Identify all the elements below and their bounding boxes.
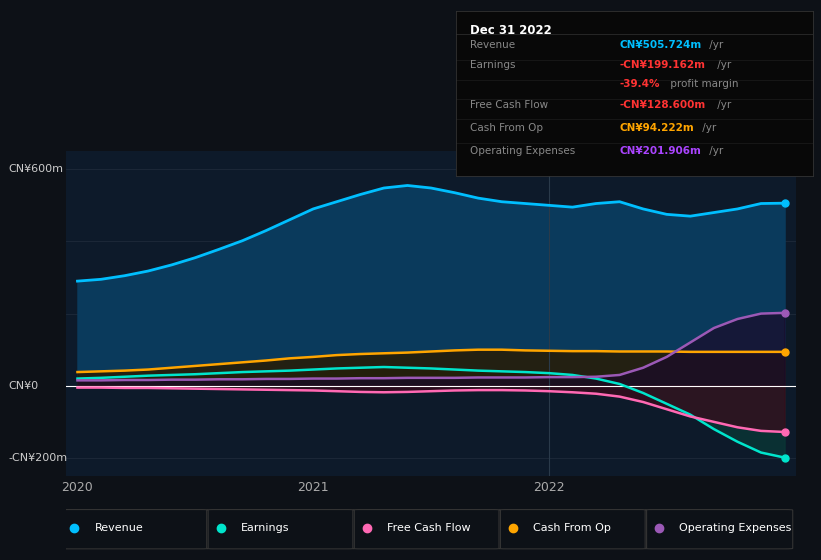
- Text: Cash From Op: Cash From Op: [534, 523, 611, 533]
- Text: Free Cash Flow: Free Cash Flow: [388, 523, 470, 533]
- Text: CN¥0: CN¥0: [8, 381, 39, 391]
- Text: CN¥201.906m: CN¥201.906m: [620, 146, 702, 156]
- Text: -CN¥128.600m: -CN¥128.600m: [620, 100, 706, 110]
- Text: /yr: /yr: [714, 60, 732, 71]
- Text: CN¥505.724m: CN¥505.724m: [620, 40, 702, 50]
- Text: Revenue: Revenue: [95, 523, 144, 533]
- Text: CN¥94.222m: CN¥94.222m: [620, 123, 695, 133]
- Text: Free Cash Flow: Free Cash Flow: [470, 100, 548, 110]
- Text: -CN¥200m: -CN¥200m: [8, 453, 67, 463]
- Text: Revenue: Revenue: [470, 40, 515, 50]
- Text: Operating Expenses: Operating Expenses: [470, 146, 576, 156]
- Text: Dec 31 2022: Dec 31 2022: [470, 24, 552, 36]
- Text: CN¥600m: CN¥600m: [8, 164, 63, 174]
- Text: Earnings: Earnings: [241, 523, 290, 533]
- Text: /yr: /yr: [714, 100, 732, 110]
- Text: /yr: /yr: [706, 146, 723, 156]
- Text: Cash From Op: Cash From Op: [470, 123, 543, 133]
- Text: profit margin: profit margin: [667, 79, 739, 89]
- Text: /yr: /yr: [706, 40, 723, 50]
- Text: Earnings: Earnings: [470, 60, 516, 71]
- Text: /yr: /yr: [699, 123, 716, 133]
- Text: -39.4%: -39.4%: [620, 79, 660, 89]
- Text: Operating Expenses: Operating Expenses: [680, 523, 791, 533]
- Text: -CN¥199.162m: -CN¥199.162m: [620, 60, 706, 71]
